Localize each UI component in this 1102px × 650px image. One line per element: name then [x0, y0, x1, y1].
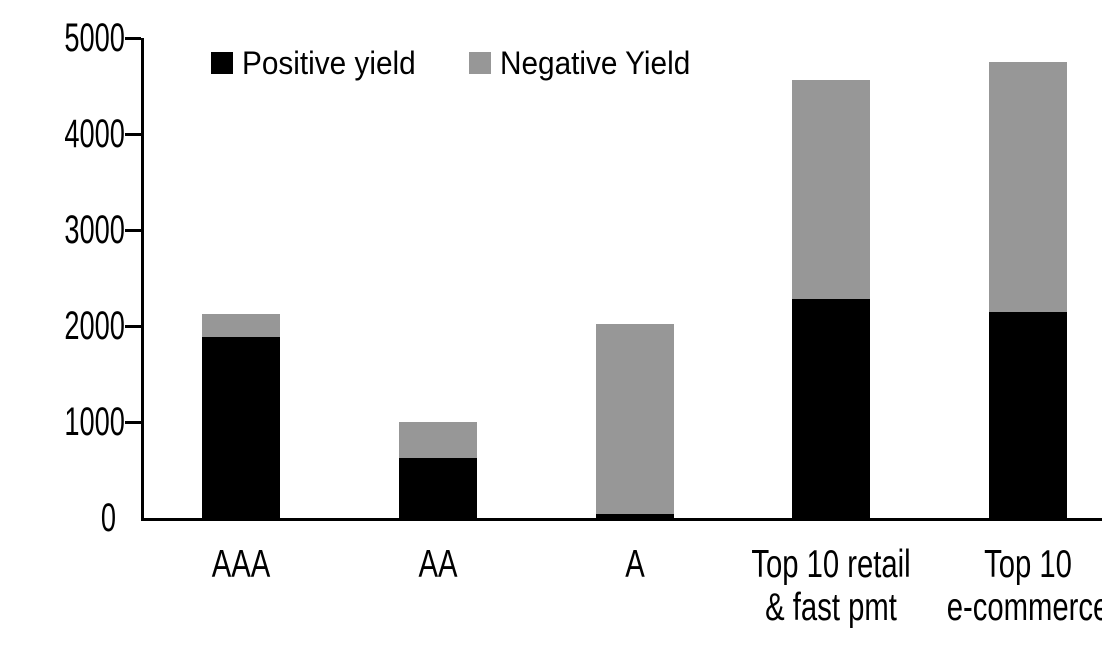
legend-label: Negative Yield	[499, 45, 691, 81]
y-tick-label: 4000	[64, 112, 125, 156]
x-category-label: AA	[418, 543, 458, 586]
y-tick-mark	[125, 325, 141, 328]
legend-item-positive-yield: Positive yield	[211, 45, 429, 81]
bar-1-positive-segment	[398, 458, 477, 518]
y-tick-mark	[125, 421, 141, 424]
y-tick-mark	[125, 37, 141, 40]
y-tick-label: 2000	[64, 304, 125, 348]
y-tick-label: 3000	[64, 208, 125, 252]
x-category-label: Top 10 retail & fast pmt	[751, 543, 911, 629]
y-tick-mark	[125, 229, 141, 232]
bar-3-negative-segment	[792, 80, 871, 299]
y-tick-label: 1000	[64, 400, 125, 444]
bar-4-negative-segment	[988, 61, 1067, 313]
legend-label: Positive yield	[242, 45, 416, 81]
x-category-label: A	[624, 543, 645, 586]
bar-0-negative-segment	[202, 314, 281, 337]
x-axis-line	[141, 518, 1102, 521]
legend-item-negative-yield: Negative Yield	[468, 45, 705, 81]
y-tick-mark	[125, 133, 141, 136]
bar-3-positive-segment	[792, 298, 871, 518]
bar-4-positive-segment	[988, 312, 1067, 518]
x-category-label: Top 10 e-commerce	[946, 543, 1102, 629]
legend-swatch-icon	[211, 52, 233, 74]
legend-swatch-icon	[468, 52, 491, 74]
bar-1-negative-segment	[398, 422, 477, 459]
y-tick-label: 0	[100, 496, 116, 540]
bar-2-positive-segment	[595, 513, 674, 518]
stacked-bar-chart: 0 1000 2000 3000 4000 5000 AAA AA A Top 10 retai…	[40, 16, 1102, 634]
x-category-label: AAA	[212, 543, 271, 586]
bar-2-negative-segment	[595, 323, 674, 514]
y-axis-line	[141, 38, 144, 521]
y-tick-label: 5000	[64, 16, 125, 60]
chart-legend: Positive yield Negative Yield	[211, 45, 704, 81]
bar-0-positive-segment	[202, 336, 281, 518]
